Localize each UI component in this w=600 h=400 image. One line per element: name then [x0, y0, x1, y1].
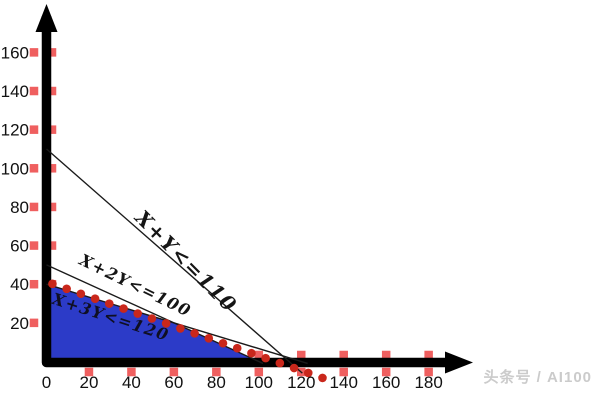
x-tick-label: 0	[42, 373, 51, 392]
x-tick-marker-square	[424, 367, 433, 377]
constraint-line-1	[46, 148, 303, 374]
x-tick-marker-square	[381, 350, 391, 360]
x-tick-marker-square	[339, 350, 348, 360]
dotted-line-point	[261, 353, 270, 363]
y-tick-label: 100	[1, 159, 29, 178]
dotted-line-point	[76, 289, 86, 299]
dotted-line-point	[289, 363, 299, 373]
y-tick-marker-square	[29, 125, 39, 134]
x-tick-marker-square	[169, 367, 179, 377]
dotted-line-point	[176, 324, 185, 333]
watermark-text: 头条号 / AI100	[483, 369, 592, 386]
x-tick-label: 20	[79, 373, 98, 392]
y-tick-marker-square	[47, 202, 57, 212]
x-tick-marker-square	[424, 350, 433, 360]
y-tick-marker-square	[29, 202, 39, 212]
dotted-line-point	[190, 329, 199, 338]
x-tick-marker-square	[339, 367, 348, 377]
dotted-line-point	[232, 343, 242, 353]
dotted-line-point	[247, 348, 256, 358]
constraint-line-3	[46, 283, 308, 365]
y-tick-marker-square	[29, 86, 39, 96]
y-tick-marker-square	[47, 125, 57, 134]
y-tick-marker-square	[47, 86, 57, 96]
dotted-line-point	[133, 309, 143, 318]
axes	[41, 16, 450, 368]
dotted-line-point	[48, 279, 57, 289]
y-tick-marker-square	[47, 164, 57, 173]
y-tick-label: 20	[10, 314, 29, 333]
x-tick-marker-square	[381, 367, 391, 377]
x-tick-marker-square	[297, 350, 306, 360]
constraint-line-2	[46, 264, 264, 365]
dotted-line-point	[147, 314, 157, 323]
dotted-line-point	[104, 299, 114, 308]
x-tick-marker-square	[127, 367, 136, 377]
y-tick-marker-square	[47, 48, 57, 57]
dotted-line-point	[62, 284, 71, 294]
x-tick-label: 40	[122, 373, 141, 392]
x-tick-label: 100	[245, 373, 273, 392]
x-tick-label: 180	[414, 373, 442, 392]
x-axis-arrowhead-icon	[445, 351, 473, 374]
y-tick-marker-square	[29, 279, 39, 289]
x-tick-label: 60	[164, 373, 183, 392]
dotted-line-point	[318, 373, 327, 383]
y-tick-marker-square	[29, 48, 39, 57]
x-tick-label: 80	[207, 373, 226, 392]
x-tick-label: 160	[372, 373, 400, 392]
y-tick-label: 80	[10, 198, 29, 217]
y-tick-label: 40	[10, 275, 29, 294]
y-axis-arrowhead-icon	[35, 4, 58, 32]
feasible-region	[46, 284, 259, 362]
x-tick-marker-square	[254, 350, 264, 360]
x-tick-marker-square	[254, 367, 264, 377]
y-tick-label: 140	[1, 82, 29, 101]
x-tick-label: 120	[287, 373, 315, 392]
y-tick-marker-square	[29, 164, 39, 173]
y-tick-label: 120	[1, 121, 29, 140]
dotted-line-point	[161, 319, 171, 328]
y-tick-marker-square	[29, 318, 39, 328]
x-tick-marker-square	[84, 367, 94, 377]
x-tick-label: 140	[330, 373, 358, 392]
y-tick-label: 60	[10, 237, 29, 256]
y-tick-marker-square	[47, 241, 57, 250]
y-tick-label: 160	[1, 43, 29, 62]
dotted-line-point	[218, 338, 228, 348]
dotted-line-point	[303, 368, 313, 378]
dotted-line-point	[204, 334, 214, 343]
x-tick-marker-square	[212, 367, 221, 377]
dotted-line-point	[119, 304, 128, 313]
dotted-line-point	[275, 358, 285, 368]
dotted-line-point	[90, 294, 100, 303]
y-tick-marker-square	[29, 241, 39, 250]
